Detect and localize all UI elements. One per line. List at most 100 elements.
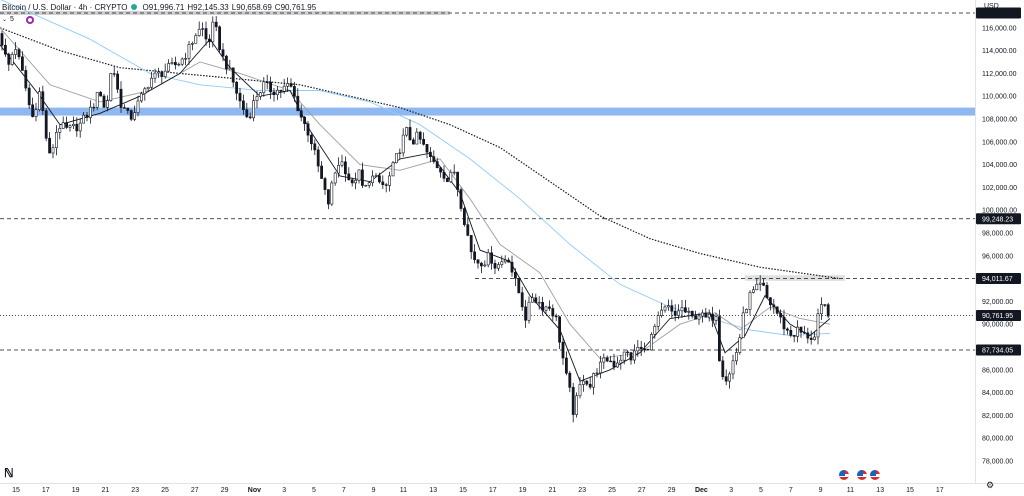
candle-body bbox=[479, 262, 483, 267]
candle-body bbox=[208, 38, 211, 43]
candle-body bbox=[24, 70, 28, 89]
candle-body bbox=[299, 110, 303, 118]
candle-body bbox=[690, 310, 694, 317]
candle-body bbox=[330, 182, 334, 205]
chevron-down-icon[interactable]: ⌄ bbox=[2, 17, 8, 23]
candle-body bbox=[85, 114, 89, 118]
candle-body bbox=[72, 123, 75, 126]
settings-icon[interactable]: ⚙ bbox=[986, 480, 995, 490]
candle-body bbox=[61, 122, 65, 129]
candle-body bbox=[496, 264, 500, 269]
candle-body bbox=[174, 62, 177, 66]
candle-body bbox=[615, 362, 619, 368]
ohlc-low: L90,658.69 bbox=[231, 2, 272, 12]
indicator-badge-icon[interactable] bbox=[25, 15, 34, 24]
price-tick-label: 86,000.00 bbox=[982, 367, 1013, 374]
candle-body bbox=[218, 26, 222, 51]
currency-label[interactable]: USD bbox=[984, 3, 999, 10]
candle-body bbox=[48, 137, 52, 154]
candle-body bbox=[462, 208, 466, 225]
candle-body bbox=[34, 109, 38, 117]
candle-body bbox=[649, 334, 653, 351]
price-tick-label: 78,000.00 bbox=[982, 459, 1013, 466]
candle-body bbox=[809, 337, 813, 340]
candle-body bbox=[27, 87, 31, 106]
ohlc-close: C90,761.95 bbox=[274, 2, 317, 12]
candle-body bbox=[371, 175, 375, 184]
candle-body bbox=[646, 348, 650, 351]
candle-body bbox=[95, 91, 99, 108]
price-axis[interactable]: 78,000.00 80,000.00 82,000.00 84,000.00 86,0… bbox=[975, 0, 1024, 496]
candle-body bbox=[707, 313, 711, 318]
price-label-text: 90,761.95 bbox=[982, 313, 1013, 320]
candle-body bbox=[823, 304, 827, 306]
ohlc-high: H92,145.33 bbox=[187, 2, 229, 12]
event-flag-icon[interactable] bbox=[856, 469, 868, 481]
candle-body bbox=[238, 92, 242, 102]
price-tick-label: 110,000.00 bbox=[982, 94, 1017, 101]
candle-body bbox=[262, 81, 266, 93]
candle-body bbox=[537, 302, 541, 304]
time-axis[interactable]: 15 17 19 21 23 25 27 29 Nov 3 5 7 9 11 13 15 17 19 21 23 25 2… bbox=[0, 483, 1024, 495]
price-label-box bbox=[976, 213, 1021, 225]
candle-body bbox=[275, 89, 279, 96]
candle-body bbox=[51, 147, 55, 154]
candle-body bbox=[513, 271, 517, 279]
candle-body bbox=[408, 127, 412, 141]
event-flag-icon[interactable] bbox=[869, 469, 881, 481]
candle-body bbox=[265, 81, 269, 83]
horizontal-levels bbox=[0, 12, 975, 351]
price-tick-label: 112,000.00 bbox=[982, 71, 1017, 78]
candle-body bbox=[340, 161, 344, 166]
candle-body bbox=[14, 49, 18, 55]
price-label-box bbox=[976, 310, 1021, 322]
candle-body bbox=[785, 328, 789, 331]
candle-body bbox=[89, 106, 92, 118]
candle-body bbox=[748, 292, 752, 310]
candle-body bbox=[564, 357, 568, 374]
candle-body bbox=[357, 169, 361, 181]
candle-body bbox=[551, 308, 555, 317]
candle-body bbox=[782, 316, 786, 330]
price-tick-label: 98,000.00 bbox=[982, 231, 1013, 238]
candle-body bbox=[146, 86, 150, 90]
ma-dotted-line bbox=[0, 27, 841, 280]
candle-body bbox=[428, 151, 432, 157]
candle-body bbox=[500, 261, 504, 265]
price-tick-label: 100,000.00 bbox=[982, 208, 1017, 215]
candle-body bbox=[343, 161, 347, 175]
candle-body bbox=[541, 302, 545, 311]
candle-body bbox=[445, 178, 449, 183]
price-tick-label: 114,000.00 bbox=[982, 48, 1017, 55]
candle-body bbox=[629, 352, 633, 361]
candle-body bbox=[656, 315, 660, 327]
candle-body bbox=[197, 28, 201, 36]
candle-body bbox=[411, 139, 415, 145]
candle-body bbox=[123, 107, 126, 109]
indicator-toggle[interactable]: ⌄ 5 bbox=[2, 14, 34, 25]
candle-body bbox=[694, 315, 698, 320]
candle-body bbox=[734, 352, 738, 362]
candle-body bbox=[157, 71, 160, 74]
candle-body bbox=[106, 100, 109, 108]
candle-body bbox=[221, 49, 225, 57]
candle-body bbox=[296, 95, 300, 112]
candle-body bbox=[677, 310, 681, 316]
indicator-count: 5 bbox=[10, 16, 14, 23]
candle-body bbox=[92, 106, 96, 109]
candle-body bbox=[768, 297, 772, 306]
candle-body bbox=[816, 313, 820, 338]
symbol-title[interactable]: Bitcoin / U.S. Dollar · 4h · CRYPTO bbox=[2, 2, 128, 12]
time-tick-label: 21 bbox=[549, 487, 557, 494]
candle-body bbox=[751, 289, 755, 293]
time-tick-label: 9 bbox=[819, 487, 823, 494]
candle-body bbox=[683, 307, 687, 313]
candle-body bbox=[622, 351, 626, 361]
ohlc-open: O91,996.71 bbox=[142, 2, 185, 12]
candle-body bbox=[258, 92, 262, 97]
candles bbox=[0, 16, 830, 423]
event-flag-icon[interactable] bbox=[838, 469, 850, 481]
candle-body bbox=[425, 144, 429, 153]
candle-body bbox=[473, 251, 477, 261]
